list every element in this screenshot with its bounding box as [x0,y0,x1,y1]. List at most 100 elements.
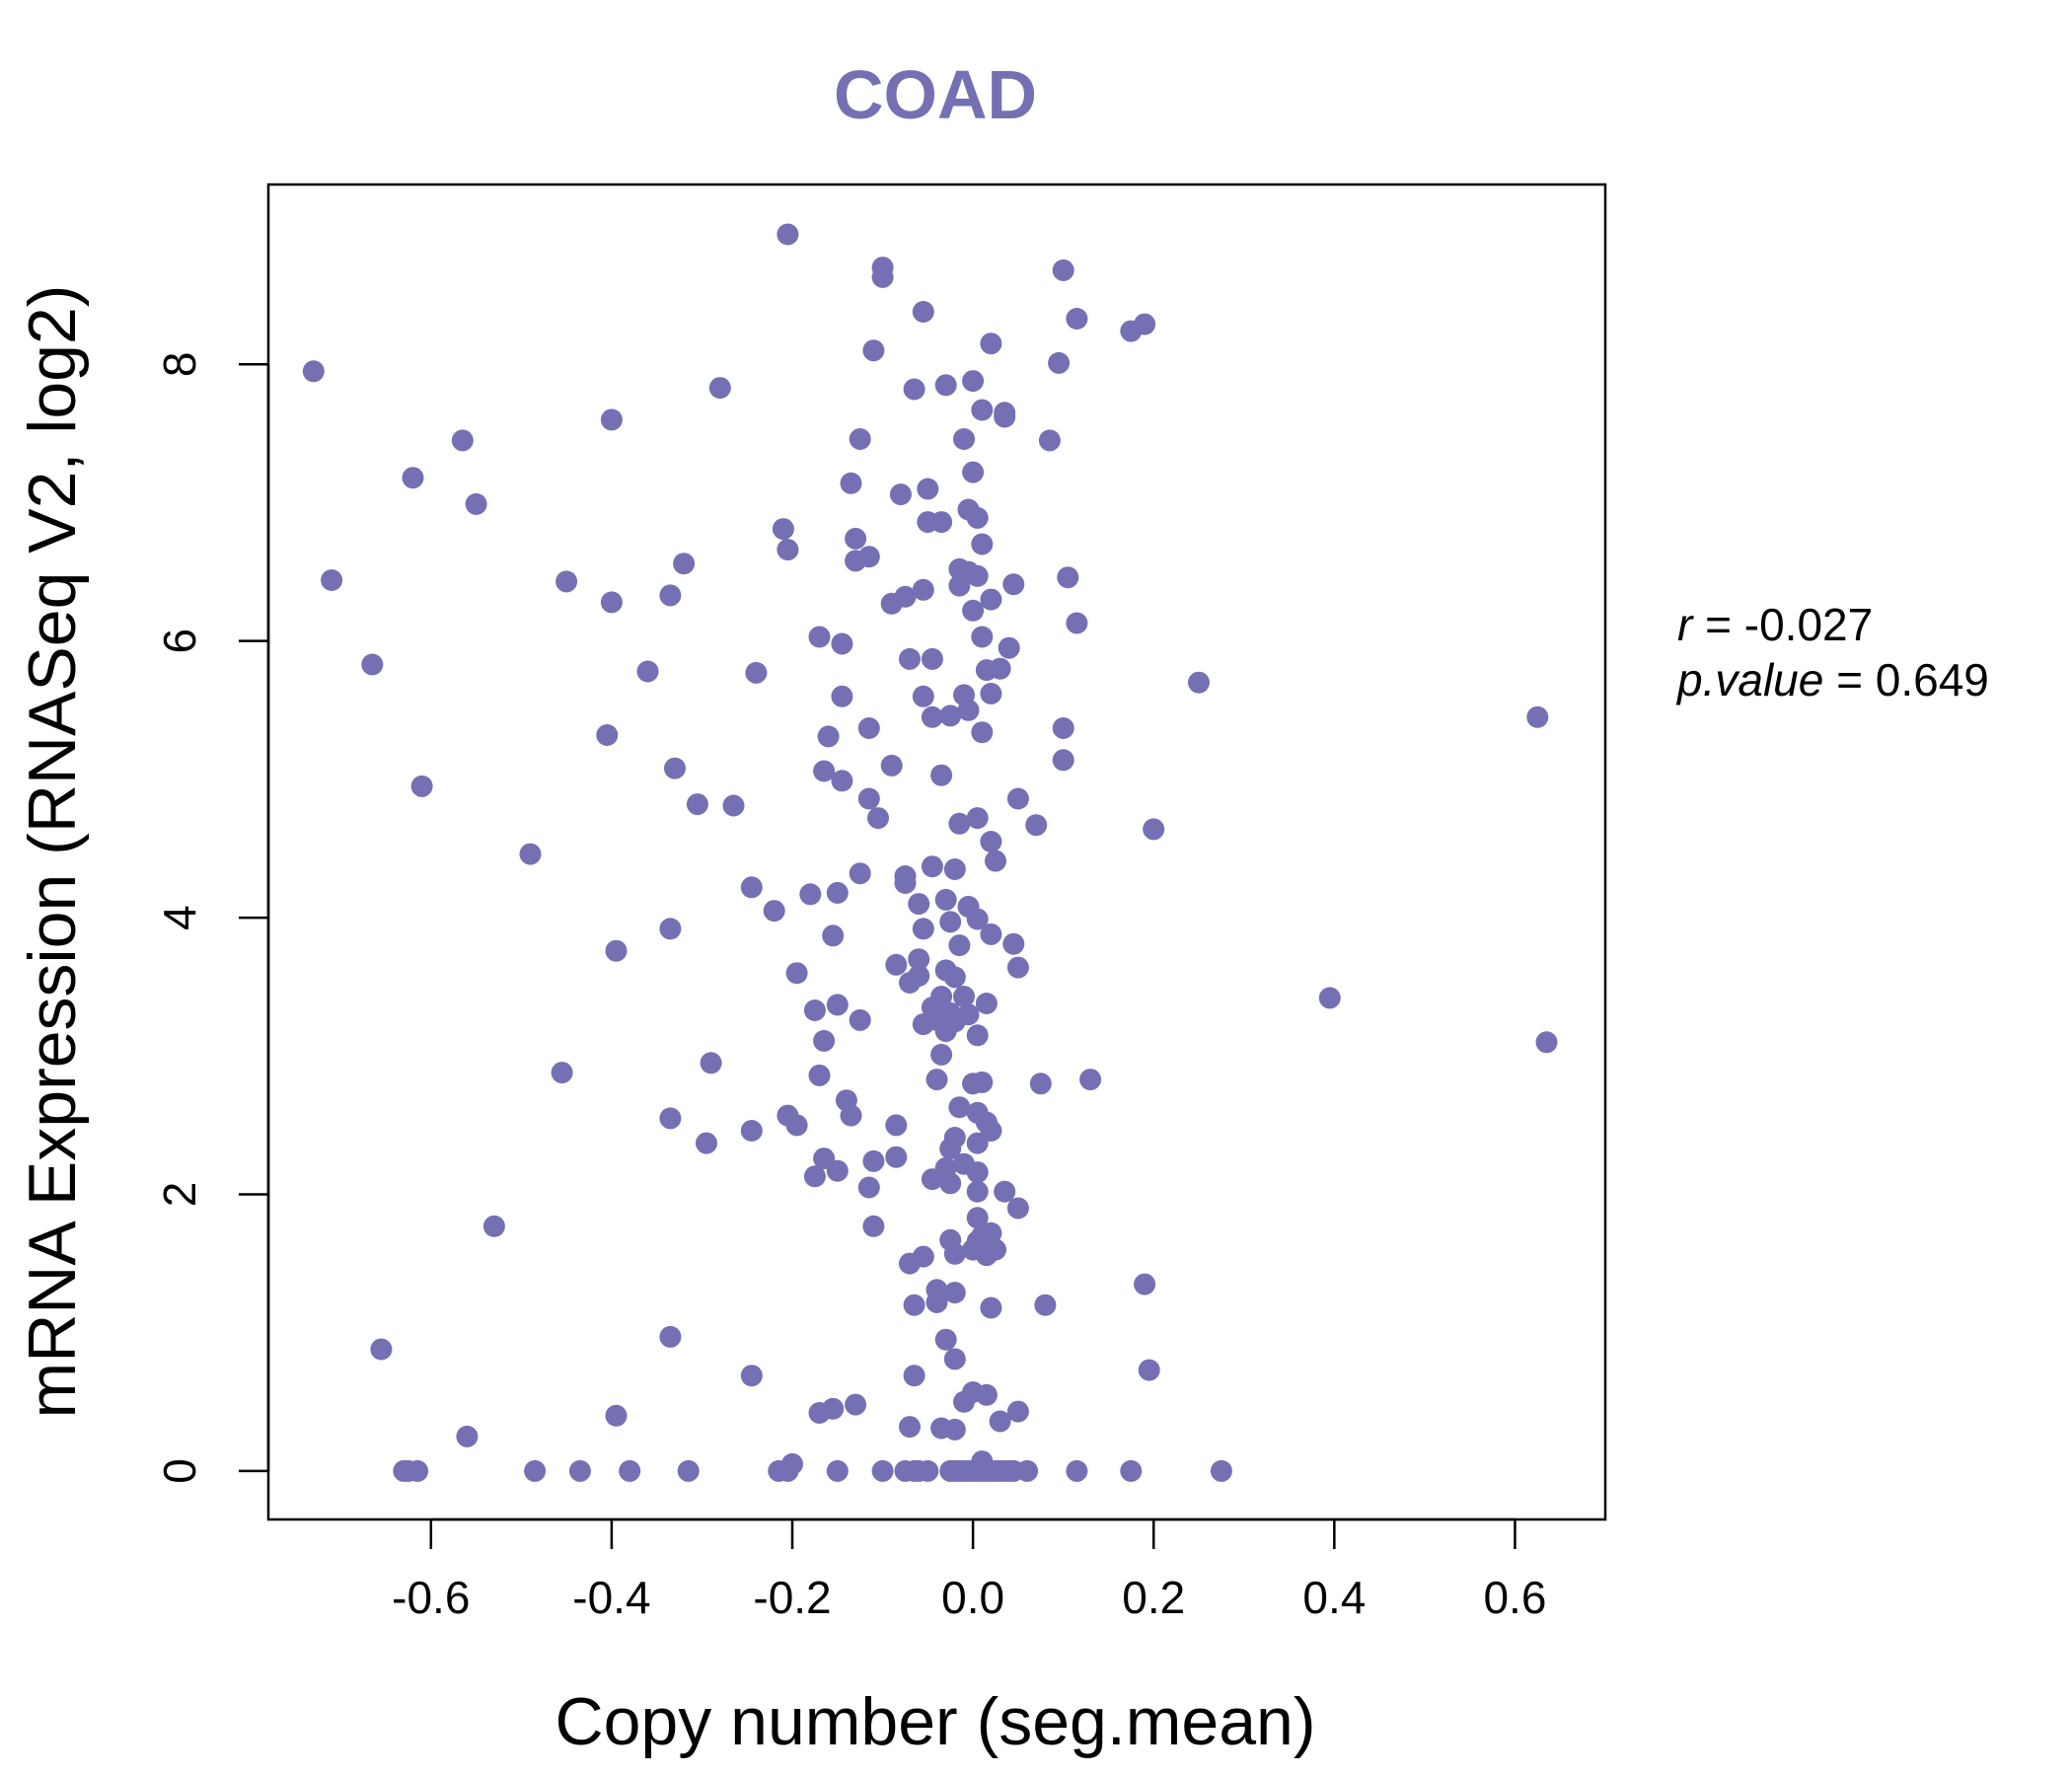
data-point [831,685,853,707]
data-point [700,1052,722,1074]
data-point [1138,1359,1160,1381]
data-point [862,339,885,362]
y-tick-label: 6 [154,629,205,654]
data-point [1006,956,1029,979]
data-point [696,1132,717,1154]
data-point [600,408,623,431]
data-point [962,370,985,393]
data-point [1002,573,1025,596]
data-point [1134,1273,1156,1295]
data-point [989,657,1011,680]
data-point [596,724,619,746]
data-point [943,1348,966,1370]
data-point [636,660,659,683]
data-point [849,1008,871,1031]
data-point [845,527,867,550]
data-point [948,812,971,835]
data-point [1029,1073,1052,1095]
data-point [975,1383,998,1406]
data-point [600,591,623,614]
data-point [826,994,849,1016]
x-tick-label: -0.2 [753,1572,831,1623]
data-point [1526,705,1549,728]
data-point [953,986,975,1007]
data-point [822,925,845,947]
data-point [948,934,971,957]
data-point [1016,1459,1039,1482]
data-point [975,993,998,1014]
data-point [962,461,985,483]
data-point [826,881,849,904]
data-point [785,1114,808,1137]
data-point [1048,351,1071,374]
data-point [980,1221,1002,1244]
data-point [1002,932,1025,955]
data-point [917,478,939,500]
data-point [934,1328,957,1351]
data-point [912,301,934,323]
data-point [994,406,1016,428]
data-point [857,787,880,810]
data-point [925,1291,948,1313]
data-point [930,511,953,534]
data-point [456,1425,479,1447]
data-point [781,1452,803,1475]
data-point [740,876,763,899]
data-point [943,1282,966,1304]
data-point [980,333,1002,355]
data-point [482,1215,505,1237]
data-point [862,1215,885,1237]
data-point [1052,749,1074,772]
data-point [1052,259,1074,281]
data-point [939,704,962,727]
data-point [831,632,853,655]
y-tick-label: 4 [154,905,205,930]
data-point [673,553,696,575]
data-point [934,374,957,397]
data-point [948,1096,971,1119]
data-point [912,578,934,601]
data-point [849,428,871,450]
data-point [740,1365,763,1387]
data-point [994,1180,1016,1203]
data-point [551,1062,573,1084]
points-layer [302,223,1558,1482]
data-point [966,564,989,587]
data-point [817,725,840,748]
data-point [917,1459,939,1482]
data-point [808,1064,831,1086]
data-point [410,775,433,797]
data-point [998,636,1020,659]
data-point [619,1459,641,1482]
y-axis-label: mRNA Expression (RNASeq V2, log2) [15,285,90,1419]
data-point [894,872,917,894]
x-tick-label: 0.4 [1302,1572,1366,1623]
data-point [966,908,989,930]
data-point [465,492,487,515]
data-point [849,862,871,885]
data-point [971,626,994,648]
data-point [912,918,934,940]
r-label: r [1677,599,1693,650]
data-point [925,1069,948,1091]
data-point [903,1365,925,1387]
data-point [555,570,578,593]
data-point [966,1161,989,1184]
data-point [321,569,343,591]
correlation-stat: r = -0.027 [1677,599,1874,650]
data-point [939,911,962,933]
x-axis-label: Copy number (seg.mean) [555,1684,1315,1759]
data-point [777,539,799,561]
data-point [934,888,957,911]
data-point [930,764,953,786]
data-point [962,599,985,622]
data-point [921,855,943,878]
data-point [407,1459,429,1482]
data-point [885,1114,908,1137]
x-tick-label: 0.6 [1483,1572,1546,1623]
data-point [740,1120,763,1142]
data-point [930,986,953,1007]
data-point [985,1238,1006,1261]
data-point [953,428,975,450]
